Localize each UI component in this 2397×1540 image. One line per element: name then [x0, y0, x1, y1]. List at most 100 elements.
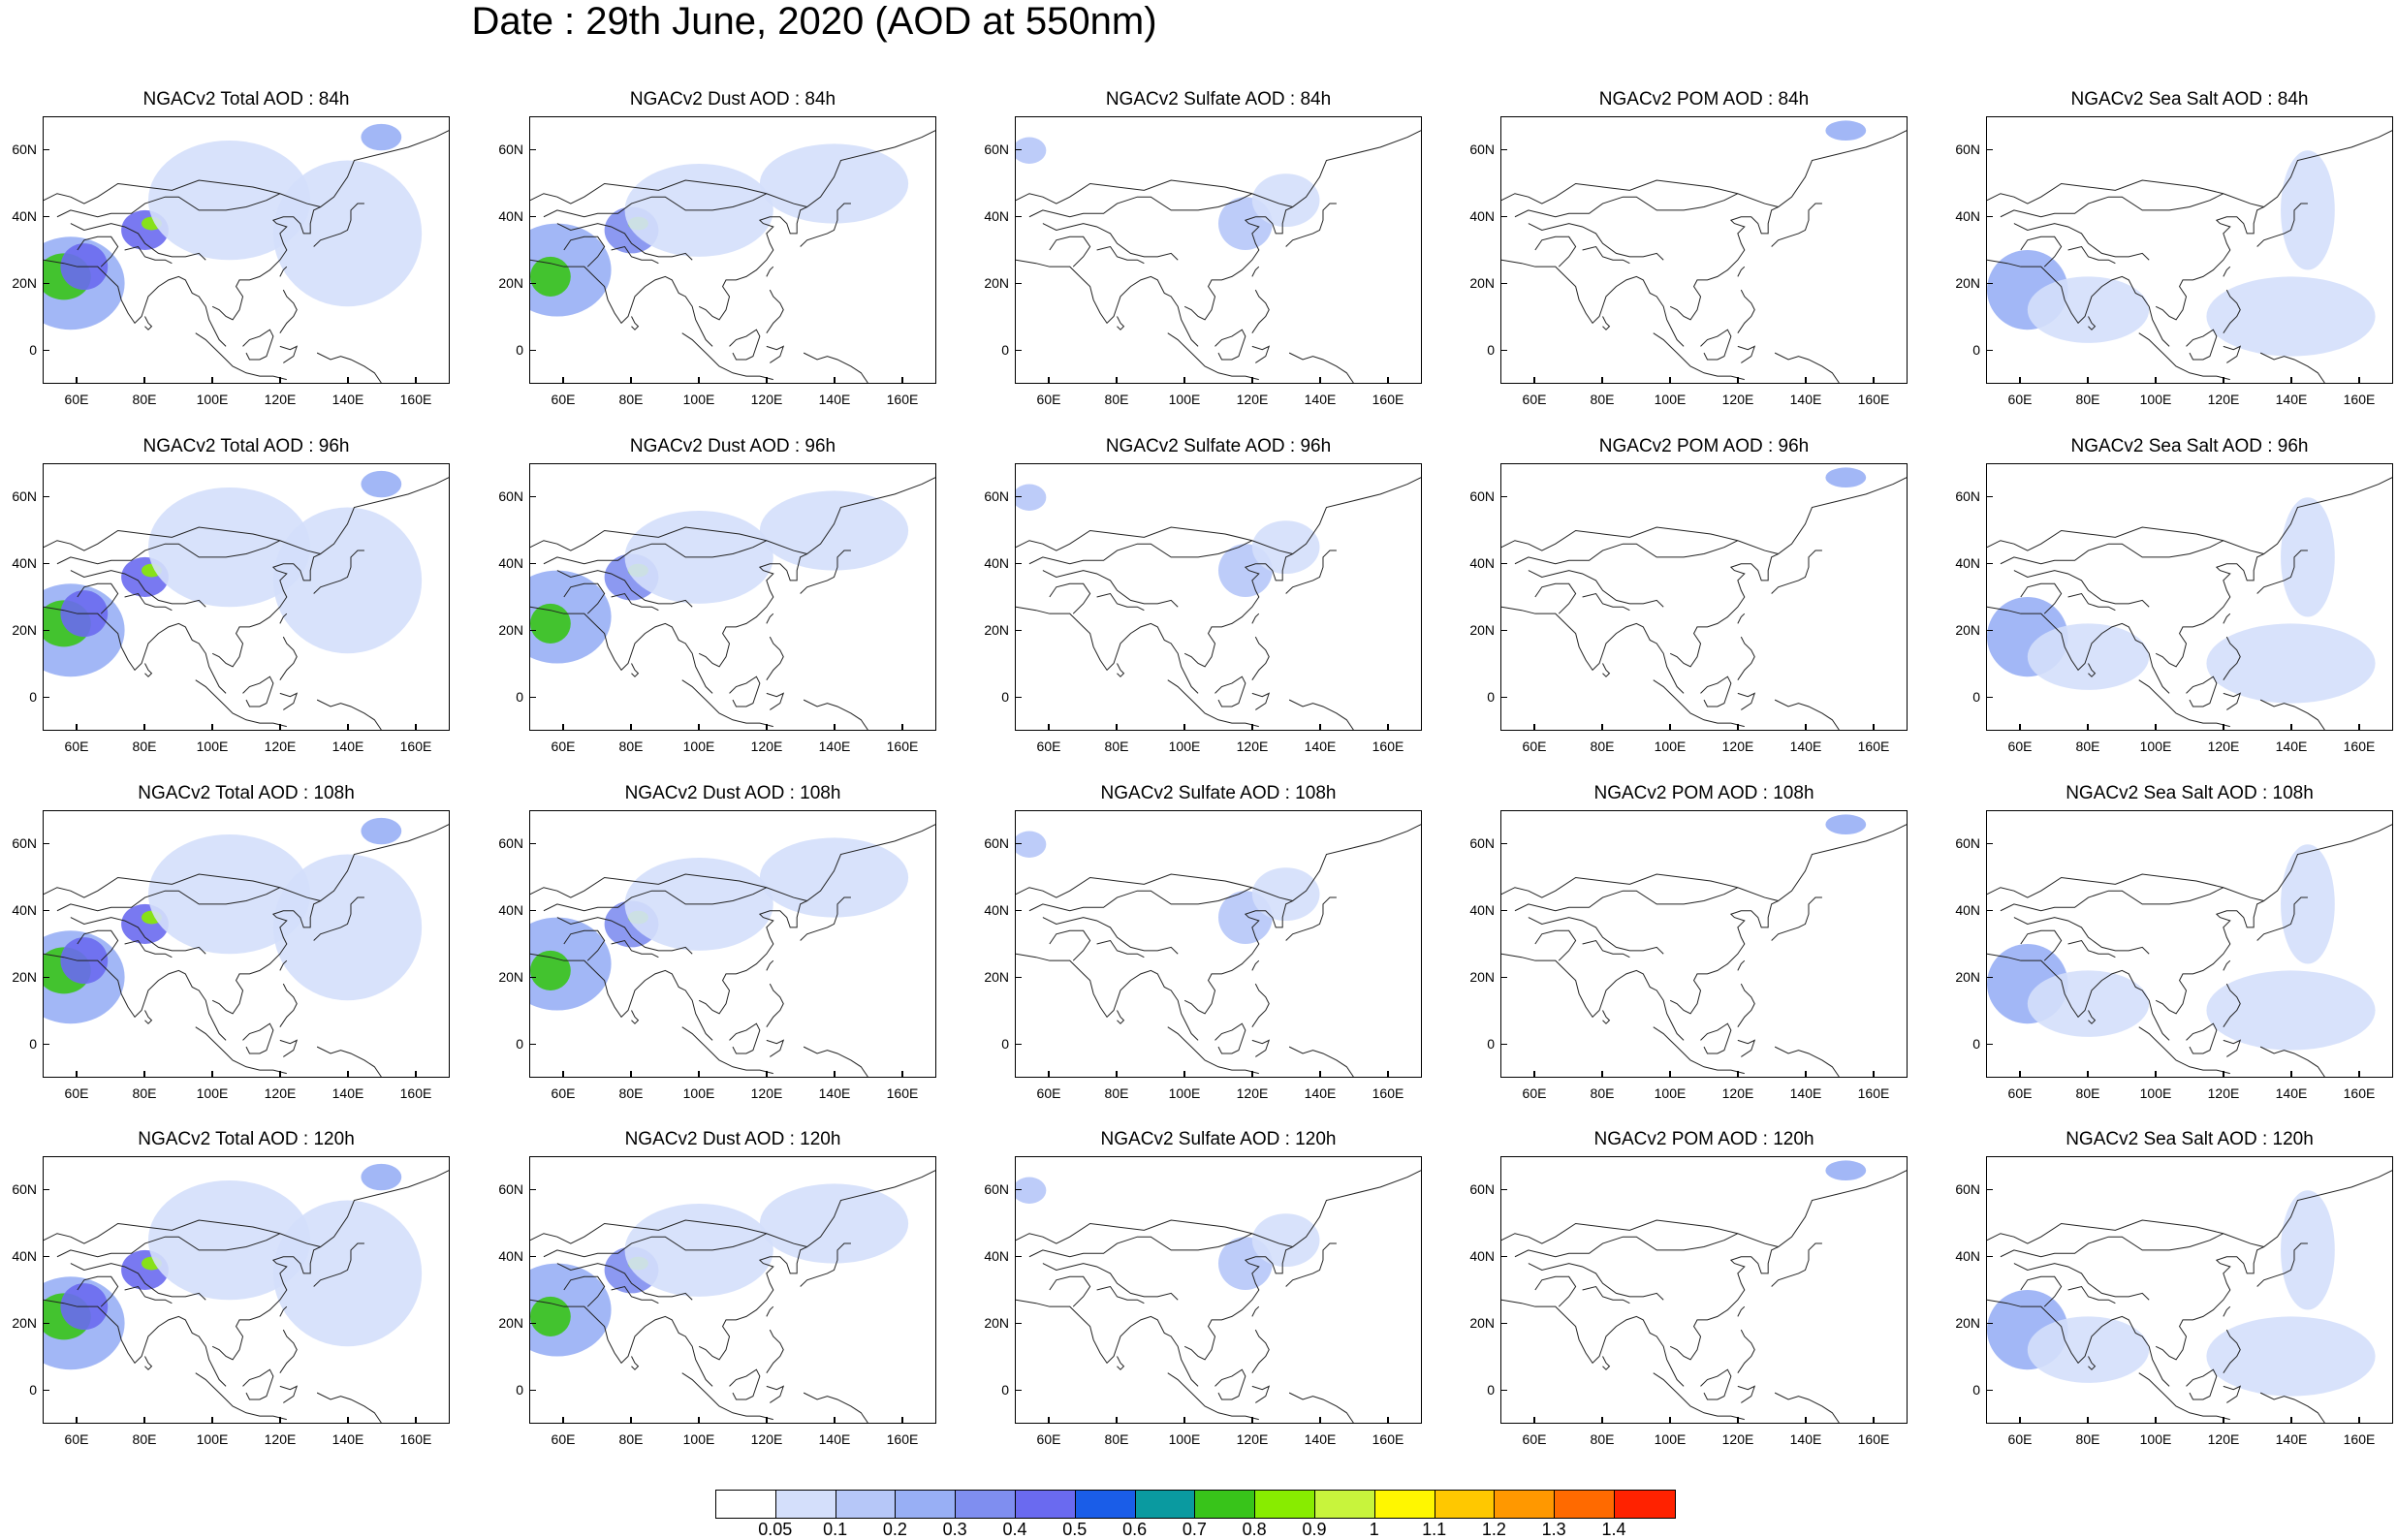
map-frame	[529, 810, 936, 1078]
coastline	[44, 953, 227, 1041]
lat-label: 20N	[1469, 1314, 1495, 1331]
coastline	[1251, 345, 1271, 363]
lat-label: 60N	[1469, 1180, 1495, 1197]
coastline	[279, 692, 299, 710]
lon-tick	[143, 1071, 145, 1078]
coastline	[800, 550, 851, 594]
coastline	[279, 613, 288, 624]
coastline	[2067, 1285, 2116, 1304]
lon-label: 120E	[2207, 1431, 2240, 1447]
lat-label: 40N	[984, 554, 1009, 571]
lat-label: 0	[1972, 1035, 1980, 1052]
coastline	[44, 477, 449, 555]
map-frame	[1015, 116, 1422, 384]
coastline	[1288, 1046, 1354, 1077]
coastline	[2256, 1242, 2308, 1287]
lon-label: 160E	[886, 1431, 919, 1447]
aod-field	[530, 1170, 935, 1423]
coastline	[631, 316, 640, 330]
coastline	[1582, 939, 1630, 959]
lon-tick	[211, 1071, 213, 1078]
coastline	[1183, 206, 1293, 321]
lon-label: 60E	[551, 1431, 576, 1447]
coastline	[1183, 1246, 1293, 1361]
lat-tick	[43, 842, 49, 845]
coastline	[2020, 1275, 2063, 1307]
lat-label: 0	[1487, 1381, 1495, 1398]
colorbar-box	[1135, 1491, 1196, 1518]
coastline	[2155, 206, 2264, 321]
coastline	[2000, 193, 2224, 218]
lon-tick	[1319, 724, 1321, 731]
lat-tick	[529, 1389, 536, 1392]
aod-field	[1501, 1160, 1907, 1423]
lon-label: 120E	[750, 1431, 783, 1447]
panel-title: NGACv2 Total AOD : 96h	[142, 436, 350, 456]
lon-tick	[834, 1417, 836, 1424]
aod-patch	[1016, 1177, 1047, 1204]
lon-tick	[766, 724, 768, 731]
lat-tick	[43, 562, 49, 565]
coastline	[800, 203, 851, 247]
lon-tick	[562, 1071, 564, 1078]
coastline	[556, 570, 693, 608]
aod-patch	[1825, 120, 1867, 141]
panel-title: NGACv2 Dust AOD : 84h	[629, 89, 836, 110]
lon-label: 140E	[331, 1085, 364, 1101]
lon-label: 60E	[1036, 392, 1061, 407]
coastline	[144, 1010, 153, 1024]
lat-tick	[1015, 1188, 1022, 1191]
aod-field	[44, 817, 449, 1077]
lat-label: 0	[516, 688, 523, 705]
lon-tick	[279, 1417, 281, 1424]
coastline	[2259, 1392, 2325, 1423]
coastline	[2186, 1022, 2218, 1054]
coastline	[1700, 1022, 1732, 1054]
map-panel-dust-84h: NGACv2 Dust AOD : 84h 60N 40N 20N 0 60E 80E 100…	[487, 89, 971, 433]
lat-label: 40N	[12, 554, 37, 571]
lat-label: 60N	[1955, 141, 1980, 157]
coastline	[2067, 939, 2116, 959]
coastline	[1737, 289, 1755, 333]
lon-tick	[1048, 1071, 1050, 1078]
aod-patch	[272, 507, 423, 654]
lat-label: 60N	[12, 1180, 37, 1197]
lat-label: 0	[1487, 1035, 1495, 1052]
lat-label: 60N	[12, 834, 37, 851]
coastline	[1987, 1299, 2170, 1387]
coastline	[279, 983, 298, 1027]
lon-tick	[698, 724, 700, 731]
coastline	[1096, 939, 1145, 959]
coastline	[1771, 203, 1822, 247]
lat-tick	[1500, 629, 1507, 632]
coastline	[211, 206, 321, 321]
coastline	[1049, 236, 1091, 267]
coastline	[1653, 1026, 1745, 1075]
map-panel-total-96h: NGACv2 Total AOD : 96h 60N 40N 20N 0 60E 80E 10…	[0, 436, 485, 780]
coastline	[2088, 663, 2097, 677]
lon-label: 100E	[1168, 392, 1201, 407]
coastline	[2088, 316, 2097, 330]
lat-tick	[1500, 282, 1507, 285]
lon-tick	[2290, 1071, 2292, 1078]
coastline	[698, 1246, 807, 1361]
lon-label: 120E	[1721, 1085, 1754, 1101]
lon-label: 100E	[682, 1085, 715, 1101]
panel-title: NGACv2 Dust AOD : 108h	[624, 783, 841, 803]
coastline	[1737, 1329, 1755, 1373]
colorbar-box	[1495, 1491, 1556, 1518]
lon-tick	[1319, 377, 1321, 384]
lon-label: 120E	[1721, 739, 1754, 754]
lon-label: 100E	[1654, 392, 1687, 407]
coastline	[766, 1305, 774, 1317]
aod-patch	[759, 143, 909, 224]
lat-label: 0	[516, 341, 523, 358]
coastline	[70, 917, 206, 955]
lon-tick	[1805, 377, 1807, 384]
coastline	[1016, 130, 1421, 208]
panel-title: NGACv2 Dust AOD : 96h	[629, 436, 836, 456]
lat-label: 20N	[1469, 621, 1495, 638]
aod-patch	[2281, 844, 2335, 964]
coastline	[1285, 896, 1337, 941]
coastline	[44, 1170, 449, 1248]
